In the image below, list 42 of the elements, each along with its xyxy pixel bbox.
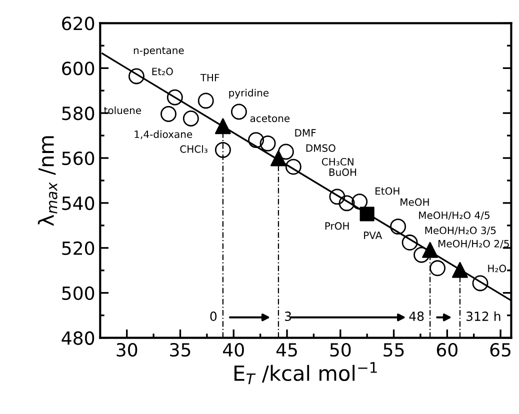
- annotation: EtOH: [376, 187, 400, 195]
- annotation: PrOH: [325, 222, 349, 230]
- annotation: THF: [200, 74, 220, 82]
- annotation: CHCl₃: [180, 145, 208, 153]
- y-tick-label: 600: [62, 62, 94, 76]
- y-tick-label: 620: [62, 16, 94, 30]
- y-axis-title: λ$_{max}$ /nm: [38, 136, 58, 226]
- annotation: pyridine: [229, 88, 269, 99]
- annotation: MeOH/H₂O 2/5: [438, 240, 509, 248]
- y-tick-label: 540: [62, 196, 94, 210]
- annotation: 312 h: [466, 311, 500, 321]
- annotation: 3: [284, 312, 291, 321]
- annotation: MeOH/H₂O 4/5: [419, 211, 490, 220]
- y-tick-label: 520: [62, 241, 94, 256]
- annotation: DMSO: [306, 144, 336, 152]
- annotation: H₂O: [488, 264, 506, 272]
- annotation: MeOH/H₂O 3/5: [425, 226, 496, 235]
- annotation: 0: [210, 312, 217, 321]
- annotation: BuOH: [329, 168, 356, 176]
- annotation: Et₂O: [152, 68, 173, 76]
- y-tick-label: 480: [62, 331, 94, 345]
- y-tick-label: 500: [62, 286, 94, 300]
- y-tick-label: 580: [62, 106, 94, 120]
- x-axis-title: E$_{T}$ /kcal mol$^{−1}$: [234, 362, 377, 384]
- x-tick-label: 65: [490, 343, 510, 357]
- annotation: 1,4-dioxane: [134, 130, 192, 140]
- annotation: n-pentane: [134, 46, 184, 56]
- annotation: acetone: [250, 114, 290, 122]
- annotation: toluene: [104, 106, 142, 114]
- x-tick-label: 30: [116, 343, 138, 357]
- annotation: 48: [409, 312, 424, 321]
- x-tick-label: 45: [276, 343, 297, 357]
- annotation: DMF: [295, 129, 316, 136]
- annotation: MeOH: [400, 198, 429, 206]
- x-tick-label: 50: [330, 343, 351, 357]
- x-tick-label: 35: [170, 343, 190, 357]
- x-tick-label: 40: [223, 343, 244, 357]
- x-tick-label: 60: [436, 343, 458, 357]
- annotation: CH₃CN: [322, 158, 354, 166]
- y-tick-label: 560: [62, 151, 94, 166]
- x-tick-label: 55: [384, 343, 404, 357]
- annotation: PVA: [364, 232, 382, 239]
